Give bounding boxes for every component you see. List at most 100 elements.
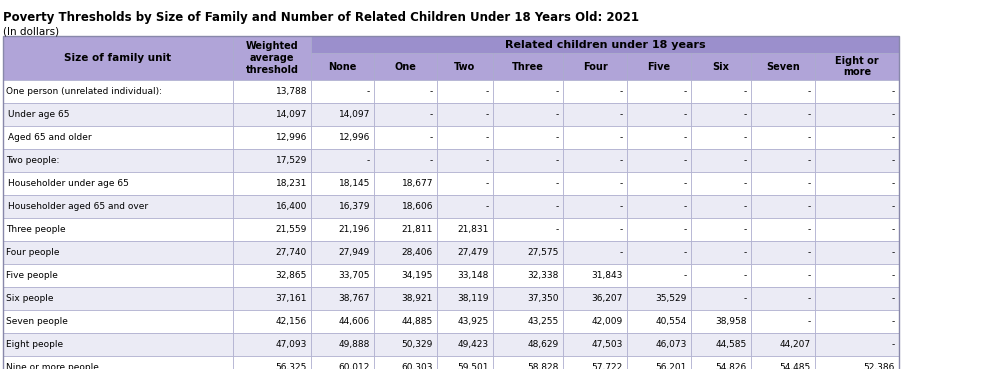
Text: -: - — [744, 87, 747, 96]
Bar — [627, 333, 691, 356]
Text: Two: Two — [454, 62, 476, 72]
Bar — [751, 80, 815, 103]
Text: -: - — [808, 156, 811, 165]
Text: 16,400: 16,400 — [276, 202, 307, 211]
Bar — [815, 172, 899, 195]
Bar — [311, 356, 374, 369]
Text: Nine or more people: Nine or more people — [6, 363, 99, 369]
Bar — [751, 149, 815, 172]
Text: Seven: Seven — [766, 62, 800, 72]
Bar — [493, 126, 563, 149]
Text: 21,559: 21,559 — [276, 225, 307, 234]
Bar — [751, 126, 815, 149]
Bar — [374, 264, 437, 287]
Bar — [751, 310, 815, 333]
Bar — [815, 103, 899, 126]
Text: -: - — [808, 317, 811, 326]
Bar — [311, 241, 374, 264]
Bar — [691, 241, 751, 264]
Bar — [563, 80, 627, 103]
Bar — [493, 218, 563, 241]
Bar — [233, 264, 311, 287]
Bar — [563, 195, 627, 218]
Text: -: - — [556, 202, 559, 211]
Bar — [563, 53, 627, 80]
Bar — [493, 310, 563, 333]
Text: -: - — [744, 156, 747, 165]
Bar — [627, 241, 691, 264]
Bar — [311, 287, 374, 310]
Text: -: - — [556, 110, 559, 119]
Text: -: - — [892, 271, 895, 280]
Bar — [374, 333, 437, 356]
Bar — [691, 287, 751, 310]
Text: 57,722: 57,722 — [592, 363, 623, 369]
Text: 13,788: 13,788 — [276, 87, 307, 96]
Text: 17,529: 17,529 — [276, 156, 307, 165]
Bar — [627, 172, 691, 195]
Bar — [493, 241, 563, 264]
Text: -: - — [684, 133, 687, 142]
Text: -: - — [684, 271, 687, 280]
Text: Poverty Thresholds by Size of Family and Number of Related Children Under 18 Yea: Poverty Thresholds by Size of Family and… — [3, 11, 639, 24]
Text: 35,529: 35,529 — [656, 294, 687, 303]
Bar — [691, 333, 751, 356]
Text: -: - — [892, 110, 895, 119]
Text: 48,629: 48,629 — [528, 340, 559, 349]
Text: -: - — [892, 294, 895, 303]
Text: 33,148: 33,148 — [458, 271, 489, 280]
Text: -: - — [684, 202, 687, 211]
Text: Aged 65 and older: Aged 65 and older — [8, 133, 92, 142]
Bar — [437, 241, 493, 264]
Bar — [815, 241, 899, 264]
Text: -: - — [620, 248, 623, 257]
Bar — [3, 333, 233, 356]
Bar — [627, 80, 691, 103]
Bar — [627, 356, 691, 369]
Bar — [493, 195, 563, 218]
Text: Related children under 18 years: Related children under 18 years — [505, 39, 705, 49]
Text: -: - — [744, 248, 747, 257]
Text: -: - — [808, 294, 811, 303]
Bar — [627, 195, 691, 218]
Text: -: - — [486, 202, 489, 211]
Bar — [374, 80, 437, 103]
Text: -: - — [744, 271, 747, 280]
Bar — [311, 103, 374, 126]
Text: One: One — [395, 62, 416, 72]
Bar — [311, 172, 374, 195]
Text: 18,677: 18,677 — [402, 179, 433, 188]
Bar — [233, 310, 311, 333]
Text: -: - — [808, 133, 811, 142]
Bar — [493, 287, 563, 310]
Bar — [374, 149, 437, 172]
Bar — [437, 126, 493, 149]
Text: -: - — [430, 133, 433, 142]
Bar — [627, 218, 691, 241]
Text: 18,145: 18,145 — [339, 179, 370, 188]
Bar — [691, 218, 751, 241]
Bar — [691, 172, 751, 195]
Text: 44,606: 44,606 — [339, 317, 370, 326]
Text: 12,996: 12,996 — [276, 133, 307, 142]
Bar — [437, 310, 493, 333]
Bar — [627, 310, 691, 333]
Text: -: - — [808, 202, 811, 211]
Bar — [751, 333, 815, 356]
Text: 58,828: 58,828 — [528, 363, 559, 369]
Bar — [437, 287, 493, 310]
Text: Eight or
more: Eight or more — [835, 56, 879, 77]
Bar — [627, 126, 691, 149]
Text: 27,740: 27,740 — [276, 248, 307, 257]
Text: -: - — [684, 225, 687, 234]
Text: 27,949: 27,949 — [339, 248, 370, 257]
Text: 56,325: 56,325 — [276, 363, 307, 369]
Text: 12,996: 12,996 — [339, 133, 370, 142]
Text: Two people:: Two people: — [6, 156, 59, 165]
Bar — [374, 53, 437, 80]
Text: 40,554: 40,554 — [656, 317, 687, 326]
Text: -: - — [684, 179, 687, 188]
Bar — [815, 80, 899, 103]
Bar — [493, 333, 563, 356]
Bar — [751, 241, 815, 264]
